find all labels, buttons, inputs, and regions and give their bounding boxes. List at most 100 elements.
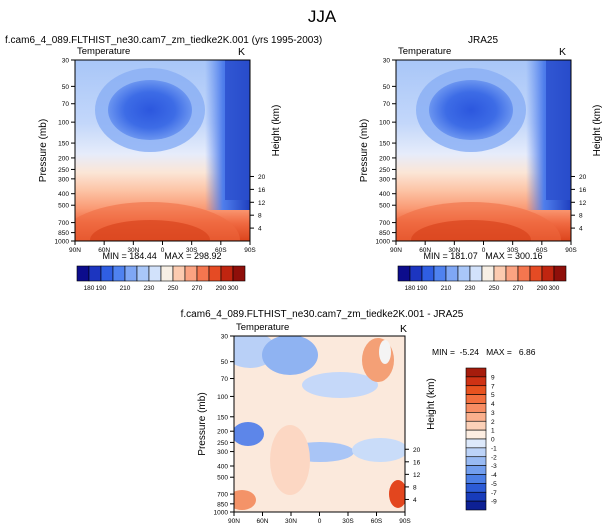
colorbar-swatch (465, 447, 487, 458)
colorbar-swatch (160, 265, 174, 282)
pressure-tick-label: 100 (379, 120, 390, 127)
pressure-tick-label: 70 (383, 101, 391, 108)
colorbar-label: 1 (491, 428, 495, 435)
latitude-tick-label: 30N (285, 518, 297, 525)
colorbar-label: 300 (549, 285, 560, 292)
colorbar-swatch (465, 394, 487, 404)
pressure-tick-label: 30 (62, 58, 70, 65)
latitude-tick-label: 60N (419, 247, 431, 254)
latitude-tick-label: 0 (482, 247, 486, 254)
colorbar-swatch (465, 465, 487, 475)
colorbar-swatch (493, 265, 507, 282)
colorbar-swatch (541, 265, 555, 282)
colorbar-swatch (112, 265, 126, 282)
colorbar-label: 0 (491, 437, 495, 444)
colorbar-swatch (465, 385, 487, 395)
colorbar-label: -9 (491, 499, 497, 506)
pressure-tick-label: 100 (217, 394, 228, 401)
colorbar-swatch (184, 265, 198, 282)
colorbar-difference: 9 7 5 4 3 2 1 0-1 -2 -3 -4 -5 -7 -9 (465, 367, 497, 511)
latitude-tick-label: 30N (127, 247, 139, 254)
contour-field-model (75, 60, 250, 241)
colorbar-swatch (196, 265, 210, 282)
colorbar-label: 250 (168, 285, 179, 292)
pressure-tick-label: 850 (379, 230, 390, 237)
colorbar-swatch (136, 265, 150, 282)
pressure-tick-label: 150 (58, 141, 69, 148)
colorbar-model: 180 190 210 230 250 270 290 300 (76, 265, 246, 292)
height-tick-label: 4 (413, 497, 417, 504)
latitude-tick-label: 90N (228, 518, 240, 525)
pressure-axis-label: Pressure (mb) (197, 392, 208, 455)
latitude-tick-label: 60N (98, 247, 110, 254)
height-axis-label: Height (km) (592, 105, 603, 157)
colorbar-swatch (232, 265, 246, 282)
colorbar-swatch (457, 265, 471, 282)
colorbar-swatch (465, 491, 487, 502)
panel-model-units: K (238, 46, 245, 58)
pressure-tick-label: 250 (217, 440, 228, 447)
colorbar-swatch (445, 265, 459, 282)
pressure-tick-label: 30 (383, 58, 391, 65)
colorbar-label: 5 (491, 392, 495, 399)
colorbar-swatch (529, 265, 543, 282)
colorbar-swatch (409, 265, 423, 282)
panel-model: f.cam6_4_089.FLTHIST_ne30.cam7_zm_tiedke… (5, 35, 322, 255)
pressure-tick-label: 850 (217, 501, 228, 508)
latitude-tick-label: 60N (257, 518, 269, 525)
height-tick-label: 20 (579, 174, 587, 181)
pressure-tick-label: 700 (379, 220, 390, 227)
latitude-tick-label: 30S (342, 518, 354, 525)
latitude-tick-label: 60S (536, 247, 548, 254)
pressure-tick-label: 100 (58, 120, 69, 127)
height-tick-label: 8 (413, 484, 417, 491)
pressure-tick-label: 50 (383, 84, 391, 91)
colorbar-label: 270 (192, 285, 203, 292)
colorbar-swatch (465, 376, 487, 387)
panel-difference-left-label: Temperature (236, 322, 289, 333)
panel-model-axes: 30 50 70 100 150 200 250 300 400 500 700 850 1000 20 1… (38, 58, 282, 255)
pressure-tick-label: 150 (379, 141, 390, 148)
colorbar-label: -4 (491, 472, 497, 479)
colorbar-label: 290 (537, 285, 548, 292)
colorbar-label: 270 (513, 285, 524, 292)
panel-jra25-stats: MIN = 181.07 MAX = 300.16 (423, 251, 542, 261)
colorbar-swatch (465, 412, 487, 422)
colorbar-swatch (465, 474, 487, 484)
colorbar-swatch (124, 265, 138, 282)
colorbar-label: -5 (491, 481, 497, 488)
colorbar-label: 4 (491, 401, 495, 408)
panel-model-title: f.cam6_4_089.FLTHIST_ne30.cam7_zm_tiedke… (5, 35, 322, 46)
colorbar-swatch (481, 265, 495, 282)
colorbar-label: -2 (491, 454, 497, 461)
panel-model-left-label: Temperature (77, 46, 130, 57)
difference-stats: MIN = -5.24 MAX = 6.86 (432, 347, 536, 357)
panel-difference: f.cam6_4_089.FLTHIST_ne30.cam7_zm_tiedke… (181, 309, 536, 525)
height-tick-label: 4 (258, 226, 262, 233)
colorbar-swatch (469, 265, 483, 282)
pressure-tick-label: 300 (217, 449, 228, 456)
pressure-tick-label: 400 (58, 191, 69, 198)
latitude-tick-label: 30S (507, 247, 519, 254)
colorbar-label: 190 (417, 285, 428, 292)
colorbar-label: 250 (489, 285, 500, 292)
pressure-tick-label: 70 (221, 376, 229, 383)
height-tick-label: 12 (413, 472, 421, 479)
latitude-tick-label: 0 (161, 247, 165, 254)
panel-model-stats: MIN = 184.44 MAX = 298.92 (102, 251, 221, 261)
contour-field-difference (234, 336, 405, 512)
panel-jra25-axes: 30 50 70 100 150 200 250 300 400 500 700 850 1000 20 1… (359, 58, 603, 255)
colorbar-label: 190 (96, 285, 107, 292)
height-tick-label: 8 (579, 213, 583, 220)
pressure-tick-label: 700 (217, 492, 228, 499)
height-tick-label: 8 (258, 213, 262, 220)
colorbar-label: 7 (491, 383, 495, 390)
colorbar-swatch (465, 456, 487, 466)
colorbar-swatch (465, 367, 487, 378)
colorbar-swatch (465, 420, 487, 431)
latitude-tick-label: 30N (448, 247, 460, 254)
colorbar-label: 9 (491, 374, 495, 381)
height-tick-label: 20 (413, 447, 421, 454)
latitude-tick-label: 90S (399, 518, 411, 525)
